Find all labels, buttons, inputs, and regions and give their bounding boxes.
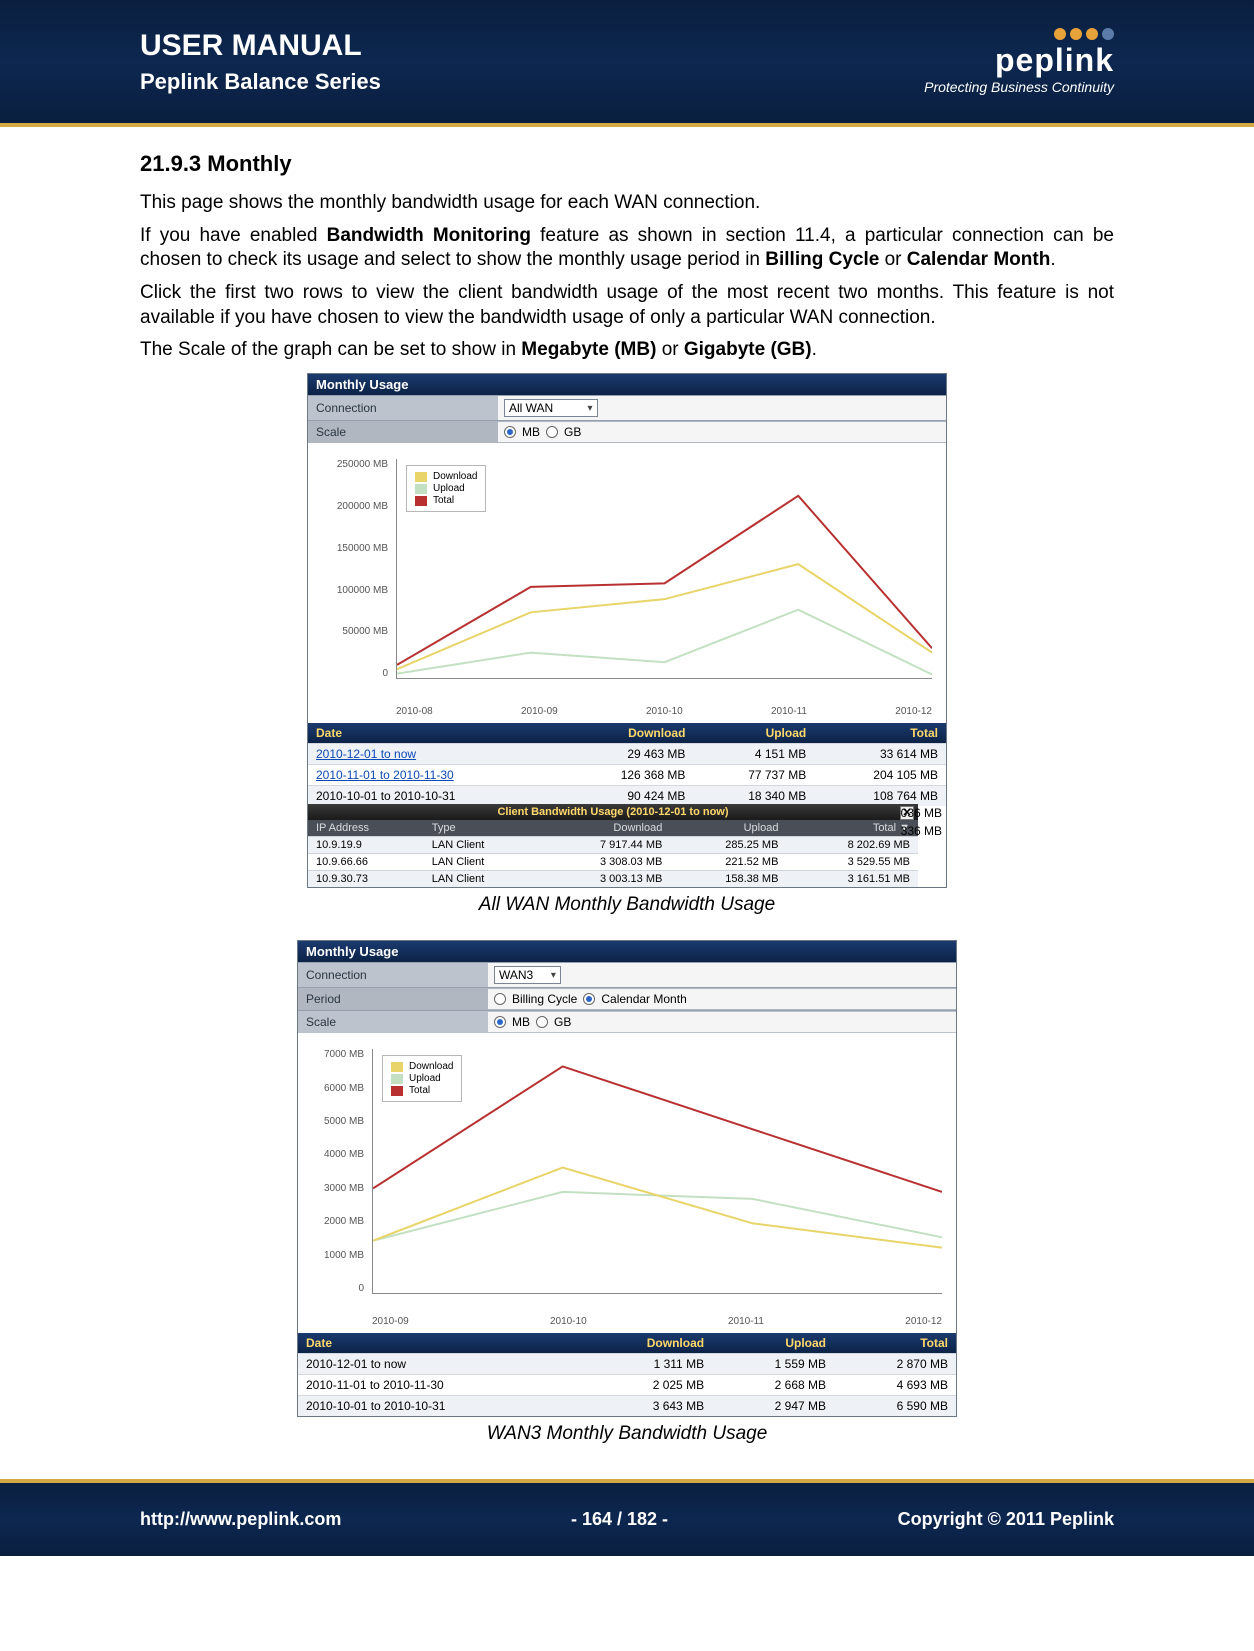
table-row[interactable]: 2010-12-01 to now29 463 MB4 151 MB33 614… (308, 744, 946, 765)
client-usage-title: Client Bandwidth Usage (2010-12-01 to no… (308, 804, 918, 820)
table-header-row: IP AddressTypeDownloadUploadTotal ▼ (308, 820, 918, 837)
panel-title: Monthly Usage (298, 941, 956, 962)
header-band: USER MANUAL Peplink Balance Series pepli… (0, 0, 1254, 127)
label-connection: Connection (308, 397, 498, 419)
row-scale: Scale MB GB (308, 420, 946, 443)
date-link[interactable]: 2010-11-01 to 2010-11-30 (316, 768, 454, 782)
paragraph: The Scale of the graph can be set to sho… (140, 338, 1114, 363)
radio-mb[interactable] (504, 426, 516, 438)
spillover-values: 036 MB 336 MB (901, 806, 942, 838)
swatch-icon (391, 1074, 403, 1084)
radio-calendar-month[interactable] (583, 993, 595, 1005)
paragraph: This page shows the monthly bandwidth us… (140, 191, 1114, 216)
y-axis-labels: 7000 MB 6000 MB 5000 MB 4000 MB 3000 MB … (306, 1049, 364, 1294)
table-row: 10.9.19.9LAN Client7 917.44 MB285.25 MB8… (308, 837, 918, 854)
usage-table: Date Download Upload Total 2010-12-01 to… (298, 1333, 956, 1416)
chart-wan3: 7000 MB 6000 MB 5000 MB 4000 MB 3000 MB … (298, 1033, 956, 1333)
section-heading: 21.9.3 Monthly (140, 151, 1114, 177)
footer-copyright: Copyright © 2011 Peplink (898, 1509, 1114, 1530)
dot-icon (1070, 28, 1082, 40)
client-table: IP AddressTypeDownloadUploadTotal ▼ 10.9… (308, 820, 918, 887)
paragraph: Click the first two rows to view the cli… (140, 281, 1114, 330)
select-connection[interactable]: WAN3 (494, 966, 561, 984)
dot-icon (1102, 28, 1114, 40)
table-row: 10.9.66.66LAN Client3 308.03 MB221.52 MB… (308, 854, 918, 871)
radio-mb[interactable] (494, 1016, 506, 1028)
logo-name: peplink (995, 42, 1114, 79)
x-axis-labels: 2010-08 2010-09 2010-10 2010-11 2010-12 (396, 706, 932, 717)
table-row: 2010-10-01 to 2010-10-313 643 MB2 947 MB… (298, 1396, 956, 1417)
select-connection[interactable]: All WAN (504, 399, 598, 417)
row-connection: Connection All WAN (308, 395, 946, 420)
logo-dots (1054, 28, 1114, 40)
row-period: Period Billing Cycle Calendar Month (298, 987, 956, 1010)
footer-url: http://www.peplink.com (140, 1509, 341, 1530)
table-row: 10.9.30.73LAN Client3 003.13 MB158.38 MB… (308, 871, 918, 888)
label-scale: Scale (308, 421, 498, 443)
doc-subtitle: Peplink Balance Series (140, 69, 381, 95)
dot-icon (1054, 28, 1066, 40)
label-scale: Scale (298, 1011, 488, 1033)
swatch-icon (391, 1062, 403, 1072)
table-row: 2010-12-01 to now1 311 MB1 559 MB2 870 M… (298, 1354, 956, 1375)
radio-gb[interactable] (536, 1016, 548, 1028)
label-connection: Connection (298, 964, 488, 986)
swatch-icon (415, 496, 427, 506)
header-left: USER MANUAL Peplink Balance Series (140, 29, 381, 95)
table-row: 2010-10-01 to 2010-10-3190 424 MB18 340 … (308, 786, 946, 807)
logo: peplink Protecting Business Continuity (924, 28, 1114, 95)
chart-legend: Download Upload Total (382, 1055, 462, 1102)
screenshot-wan3: Monthly Usage Connection WAN3 Period Bil… (297, 940, 957, 1417)
radio-billing-cycle[interactable] (494, 993, 506, 1005)
footer-page: - 164 / 182 - (571, 1509, 668, 1530)
content: 21.9.3 Monthly This page shows the month… (0, 127, 1254, 1479)
logo-tagline: Protecting Business Continuity (924, 79, 1114, 95)
usage-table: Date Download Upload Total 2010-12-01 to… (308, 723, 946, 806)
control-scale: MB GB (498, 422, 946, 442)
table-header-row: Date Download Upload Total (308, 723, 946, 744)
doc-title: USER MANUAL (140, 29, 381, 63)
figure-caption: All WAN Monthly Bandwidth Usage (140, 894, 1114, 916)
date-link[interactable]: 2010-12-01 to now (316, 747, 416, 761)
table-row: 2010-11-01 to 2010-11-302 025 MB2 668 MB… (298, 1375, 956, 1396)
control-connection: All WAN (498, 396, 946, 420)
paragraph: If you have enabled Bandwidth Monitoring… (140, 224, 1114, 273)
table-row[interactable]: 2010-11-01 to 2010-11-30126 368 MB77 737… (308, 765, 946, 786)
screenshot-allwan: Monthly Usage Connection All WAN Scale M… (307, 373, 947, 888)
y-axis-labels: 250000 MB 200000 MB 150000 MB 100000 MB … (316, 459, 388, 679)
label-period: Period (298, 988, 488, 1010)
chart-legend: Download Upload Total (406, 465, 486, 512)
swatch-icon (415, 472, 427, 482)
row-scale: Scale MB GB (298, 1010, 956, 1033)
radio-gb[interactable] (546, 426, 558, 438)
table-header-row: Date Download Upload Total (298, 1333, 956, 1354)
chart-allwan: 250000 MB 200000 MB 150000 MB 100000 MB … (308, 443, 946, 723)
swatch-icon (391, 1086, 403, 1096)
row-connection: Connection WAN3 (298, 962, 956, 987)
figure-caption: WAN3 Monthly Bandwidth Usage (140, 1423, 1114, 1445)
dot-icon (1086, 28, 1098, 40)
swatch-icon (415, 484, 427, 494)
footer-band: http://www.peplink.com - 164 / 182 - Cop… (0, 1479, 1254, 1556)
x-axis-labels: 2010-09 2010-10 2010-11 2010-12 (372, 1316, 942, 1327)
panel-title: Monthly Usage (308, 374, 946, 395)
page: USER MANUAL Peplink Balance Series pepli… (0, 0, 1254, 1636)
